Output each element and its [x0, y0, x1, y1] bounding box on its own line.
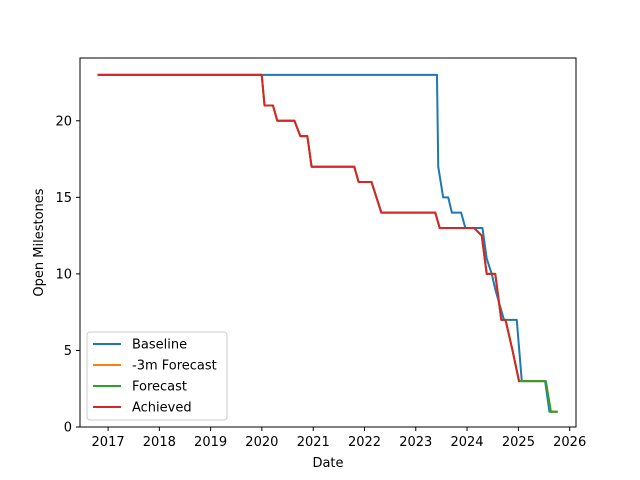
y-tick-label: 5 [64, 344, 72, 359]
x-tick-label: 2026 [553, 435, 586, 450]
legend-box [86, 331, 228, 421]
legend: Baseline -3m Forecast Forecast Achieved [86, 331, 228, 421]
legend-label-0: Baseline [132, 338, 187, 353]
x-tick-label: 2024 [450, 435, 483, 450]
x-tick-label: 2017 [92, 435, 125, 450]
y-tick-label: 15 [55, 191, 72, 206]
x-tick-label: 2025 [502, 435, 535, 450]
y-axis-label: Open Milestones [32, 188, 47, 296]
x-axis-label: Date [312, 456, 343, 471]
y-axis: 0 5 10 15 20 [55, 114, 80, 436]
x-tick-label: 2020 [245, 435, 278, 450]
x-tick-label: 2023 [399, 435, 432, 450]
x-tick-label: 2022 [348, 435, 381, 450]
y-tick-label: 0 [64, 421, 72, 436]
x-axis: 2017 2018 2019 2020 2021 2022 2023 2024 2025 2026 [92, 427, 586, 450]
legend-label-2: Forecast [132, 380, 187, 395]
x-tick-label: 2018 [143, 435, 176, 450]
series-line-3 [97, 73, 521, 383]
x-tick-label: 2019 [194, 435, 227, 450]
legend-label-1: -3m Forecast [132, 359, 217, 374]
legend-label-3: Achieved [132, 401, 192, 416]
plot-lines [97, 73, 558, 413]
axes-frame [79, 57, 577, 428]
y-tick-label: 20 [55, 114, 72, 129]
x-tick-label: 2021 [297, 435, 330, 450]
y-tick-label: 10 [55, 267, 72, 282]
